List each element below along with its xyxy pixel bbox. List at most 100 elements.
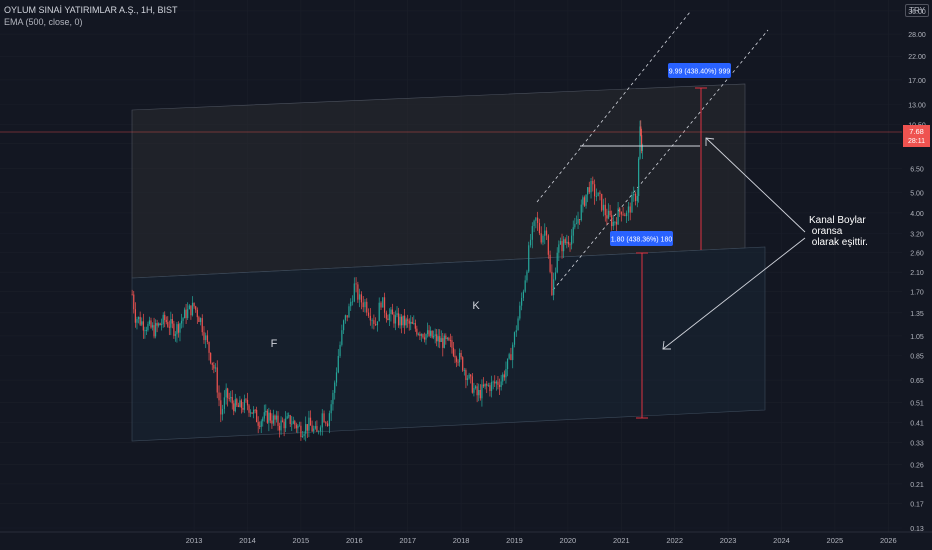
candle-body <box>136 319 138 323</box>
candle-body <box>265 410 267 413</box>
candle-body <box>549 254 551 272</box>
candle-body <box>533 220 535 227</box>
candle-body <box>495 381 497 384</box>
candle-body <box>524 280 526 292</box>
candle-body <box>164 314 166 320</box>
y-tick-label: 2.60 <box>910 251 924 258</box>
candle-body <box>387 318 389 321</box>
candle-body <box>236 399 238 406</box>
candle-body <box>434 334 436 336</box>
candle-body <box>400 316 403 326</box>
x-tick-label: 2015 <box>293 536 310 545</box>
candle-body <box>383 297 386 313</box>
candle-body <box>142 321 144 331</box>
candle-body <box>285 418 287 429</box>
candle-body <box>553 279 555 296</box>
y-tick-label: 3.20 <box>910 231 924 238</box>
dashed-upper-line <box>536 11 691 203</box>
candle-body <box>231 397 233 404</box>
candle-body <box>366 301 368 313</box>
candle-body <box>179 323 181 333</box>
candle-body <box>360 294 363 303</box>
candle-body <box>173 323 175 336</box>
time-axis[interactable]: 2013 2014 2015 2016 2017 2018 2019 2020 2021 2022… <box>0 531 932 550</box>
candle-body <box>353 283 355 302</box>
candle-body <box>161 324 163 325</box>
measure-label-upper-bg[interactable] <box>668 63 731 78</box>
candle-body <box>131 294 133 296</box>
candle-body <box>275 415 278 420</box>
candle-body <box>599 192 601 194</box>
candle-body <box>585 194 587 206</box>
candle-body <box>332 392 334 405</box>
candle-body <box>500 381 502 387</box>
candle-body <box>355 283 357 285</box>
x-tick-label: 2025 <box>827 536 844 545</box>
candle-body <box>399 316 401 326</box>
candle-body <box>482 384 485 387</box>
candle-body <box>306 424 308 431</box>
candle-body <box>422 334 424 338</box>
candle-body <box>431 330 433 338</box>
candle-body <box>382 297 384 308</box>
candle-body <box>203 332 205 341</box>
candle-body <box>535 217 537 221</box>
x-tick-label: 2013 <box>186 536 203 545</box>
candle-body <box>522 291 524 298</box>
candle-body <box>440 338 442 342</box>
candle-body <box>606 215 608 219</box>
candle-body <box>410 321 412 324</box>
candle-body <box>454 355 456 358</box>
candle-body <box>622 214 624 216</box>
candle-body <box>206 335 209 343</box>
candle-body <box>295 424 297 429</box>
candle-body <box>446 337 448 340</box>
candle-body <box>300 425 302 438</box>
candle-body <box>246 399 249 406</box>
candle-body <box>305 424 307 434</box>
candle-body <box>388 313 390 321</box>
candle-body <box>521 297 523 306</box>
candle-body <box>476 386 478 396</box>
indicator-label[interactable]: EMA (500, close, 0) <box>4 17 83 27</box>
chart-legend[interactable]: OYLUM SINAİ YATIRIMLAR A.Ş., 1H, BIST EM… <box>4 4 178 28</box>
candle-body <box>597 192 599 197</box>
candle-body <box>545 230 548 236</box>
candle-body <box>426 330 429 335</box>
candle-body <box>348 306 350 318</box>
candle-body <box>615 221 618 225</box>
dashed-trend-channel <box>536 11 769 291</box>
candle-body <box>141 321 143 325</box>
candle-body <box>286 416 288 419</box>
candle-body <box>153 325 155 337</box>
candle-body <box>566 241 568 244</box>
candle-body <box>508 354 510 359</box>
candle-body <box>292 421 294 424</box>
y-tick-label: 36.00 <box>908 9 926 16</box>
letter-label-f: F <box>271 338 278 350</box>
y-tick-label: 1.35 <box>910 311 924 318</box>
candle-body <box>607 210 610 219</box>
candle-body <box>582 197 584 205</box>
candle-body <box>502 374 504 382</box>
y-tick-label: 1.70 <box>910 290 924 297</box>
candle-body <box>188 305 190 310</box>
candle-body <box>487 385 489 386</box>
candle-body <box>176 324 178 335</box>
candle-body <box>280 420 282 431</box>
x-tick-label: 2018 <box>453 536 470 545</box>
price-axis[interactable]: 0.13 0.17 0.21 0.26 0.33 0.41 0.51 0.65 0.85 1.05… <box>902 0 932 533</box>
candle-body <box>574 224 576 228</box>
x-tick-label: 2023 <box>720 536 737 545</box>
candle-body <box>455 357 458 362</box>
candle-body <box>433 335 435 338</box>
measure-label-lower-bg[interactable] <box>610 231 673 246</box>
y-tick-label: 0.51 <box>910 400 924 407</box>
candle-body <box>343 320 345 331</box>
candle-body <box>341 330 343 345</box>
candle-body <box>439 336 441 342</box>
candle-body <box>537 217 539 223</box>
candle-body <box>619 208 621 212</box>
annotation-labels: 9.99 (438.40%) 999 1.80 (438.36%) 180 F … <box>271 63 868 350</box>
